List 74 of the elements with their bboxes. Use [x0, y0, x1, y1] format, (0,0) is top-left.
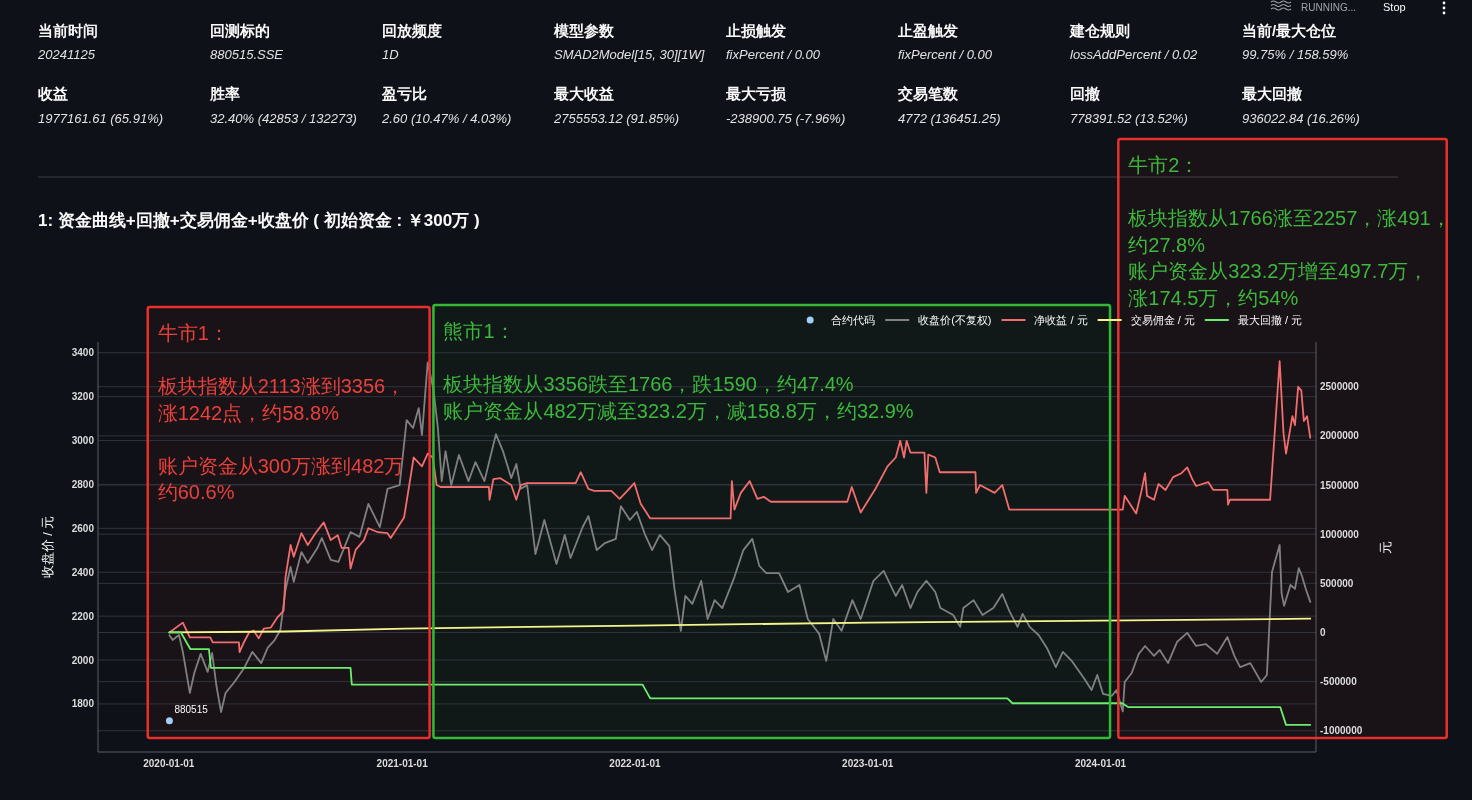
band-label: 牛市1：	[157, 322, 229, 344]
text: -238900.75 (-7.96%)	[726, 110, 846, 126]
annotation: 880515	[174, 704, 209, 716]
legend-label: 最大回撤 / 元	[1237, 314, 1302, 326]
text: lossAddPercent / 0.02	[1070, 46, 1198, 62]
text: 32.40% (42853 / 132273)	[210, 110, 357, 126]
text: 当前时间	[38, 21, 98, 39]
text: fixPercent / 0.00	[898, 46, 993, 62]
y-tick-label: 2400	[71, 566, 95, 578]
text: 778391.52 (13.52%)	[1070, 110, 1188, 126]
chart-title: 1: 资金曲线+回撤+交易佣金+收盘价 ( 初始资金 : ￥300万 )	[38, 210, 480, 230]
text: 回放频度	[382, 21, 442, 39]
legend-label: 合约代码	[831, 314, 876, 326]
y2-tick-label: 1500000	[1320, 479, 1360, 491]
y2-tick-label: 500000	[1320, 577, 1354, 589]
text: 1D	[382, 46, 399, 62]
y-tick-label: 2000	[71, 654, 95, 666]
text: 胜率	[209, 84, 240, 102]
y-tick-label: 1800	[71, 698, 95, 710]
y-tick-label: 3000	[71, 435, 95, 447]
text: 止损触发	[725, 21, 786, 39]
text: 账户资金从323.2万增至497.7万，涨174.5万，约54%	[1128, 260, 1429, 309]
annotation: 账户资金从300万涨到482万约60.6%	[157, 454, 405, 503]
text: 止盈触发	[897, 21, 958, 39]
y-tick-label: 2600	[71, 522, 95, 534]
text: 2.60 (10.47% / 4.03%)	[381, 110, 512, 126]
x-tick-label: 2023-01-01	[842, 757, 894, 769]
y-tick-label: 2200	[71, 610, 95, 622]
x-tick-label: 2020-01-01	[143, 757, 195, 769]
text: 当前/最大仓位	[1242, 21, 1337, 39]
text: 板块指数从1766涨至2257，涨491，约27.8%	[1127, 207, 1451, 256]
legend-label: 交易佣金 / 元	[1130, 314, 1195, 326]
text: 收益	[38, 84, 68, 102]
y2-tick-label: 0	[1320, 626, 1326, 638]
y2-tick-label: 2500000	[1320, 381, 1360, 393]
x-tick-label: 2024-01-01	[1074, 757, 1127, 769]
text: Stop	[1383, 1, 1406, 13]
text: 回测标的	[210, 21, 270, 39]
band-label: 牛市2：	[1128, 154, 1200, 176]
legend-label: 收盘价(不复权)	[918, 314, 992, 326]
annotation: 账户资金从482万减至323.2万，减158.8万，约32.9%	[443, 399, 914, 422]
x-tick-label: 2021-01-01	[376, 757, 429, 769]
text: RUNNING...	[1301, 1, 1356, 13]
text: 最大收益	[553, 84, 614, 102]
text: 模型参数	[553, 21, 615, 39]
text: 2755553.12 (91.85%)	[553, 110, 680, 126]
text: 880515.SSE	[210, 46, 284, 62]
text: 回撤	[1070, 84, 1100, 102]
y-tick-label: 2800	[71, 478, 95, 490]
text: 建仓规则	[1069, 21, 1130, 39]
text: 交易笔数	[897, 84, 959, 102]
y-tick-label: 3200	[71, 391, 95, 403]
y2-tick-label: 2000000	[1320, 430, 1360, 442]
y2-tick-label: -500000	[1320, 676, 1358, 688]
text: 最大亏损	[725, 84, 787, 102]
annotation: 板块指数从2113涨到3356，涨1242点，约58.8%	[156, 375, 406, 424]
text: 936022.84 (16.26%)	[1242, 110, 1360, 126]
text: 99.75% / 158.59%	[1242, 46, 1349, 62]
x-tick-label: 2022-01-01	[609, 757, 661, 769]
legend-label: 净收益 / 元	[1034, 314, 1088, 326]
band-label: 熊市1：	[443, 320, 515, 342]
text: 4772 (136451.25)	[898, 110, 1001, 126]
text: fixPercent / 0.00	[726, 46, 821, 62]
y2-tick-label: -1000000	[1320, 725, 1363, 737]
text: 20241125	[37, 46, 96, 62]
y2-axis-title: 元	[1377, 540, 1393, 554]
annotation: 板块指数从3356跌至1766，跌1590，约47.4%	[442, 373, 854, 395]
y-axis-title: 收盘价 / 元	[39, 515, 55, 579]
text: SMAD2Model[15, 30][1W]	[554, 46, 705, 62]
y2-tick-label: 1000000	[1320, 528, 1360, 540]
text: 盈亏比	[381, 84, 427, 102]
text: 1977161.61 (65.91%)	[38, 110, 164, 126]
y-tick-label: 3400	[71, 347, 95, 359]
text: 最大回撤	[1241, 84, 1302, 102]
